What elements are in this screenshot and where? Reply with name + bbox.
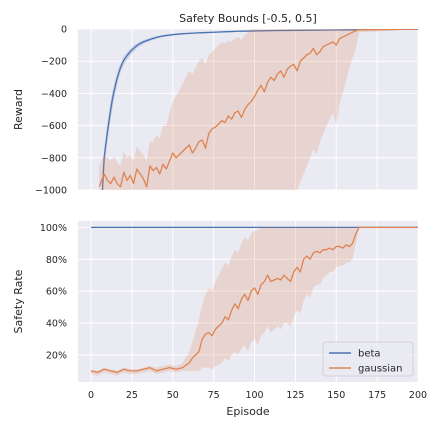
y-tick-label: 40% [46,319,67,330]
series-line-gaussian [90,226,418,374]
series-line-beta [101,29,418,190]
y-tick-label: −200 [41,57,67,68]
y-tick-label: 0 [61,25,67,36]
y-tick-label: 60% [46,287,67,298]
series-group [90,226,418,376]
y-tick-label: 80% [46,255,67,266]
y-tick-label: 100% [40,223,67,234]
x-axis-label: Episode [226,405,269,418]
x-tick-label: 0 [88,390,94,401]
y-axis-label: Reward [12,89,25,130]
y-tick-label: −400 [41,89,67,100]
x-tick-label: 125 [286,390,304,401]
x-tick-label: 175 [368,390,386,401]
legend-label-beta: beta [358,349,381,360]
band-gaussian [91,227,418,376]
x-tick-label: 100 [245,390,263,401]
x-tick-label: 50 [167,390,179,401]
band-gaussian [99,29,418,190]
y-tick-label: −600 [41,121,67,132]
x-tick-label: 25 [126,390,138,401]
y-tick-label: 20% [46,350,67,361]
x-tick-label: 200 [409,390,427,401]
x-tick-label: 75 [208,390,220,401]
x-tick-label: 150 [327,390,345,401]
chart-title: Safety Bounds [-0.5, 0.5] [179,12,317,25]
legend-label-gaussian: gaussian [358,364,402,375]
legend: beta gaussian [322,341,414,377]
panel-1: 20% 40% 60% 80% 100% 0 25 50 75 100 125 150 175 200 Sa… [12,221,427,418]
y-tick-label: −1000 [35,186,67,197]
plot-background [78,29,418,190]
y-axis-label: Safety Rate [12,269,25,333]
y-tick-label: −800 [41,153,67,164]
series-line-gaussian [98,29,418,188]
series-group [98,29,418,190]
panel-0: 0 −200 −400 −600 −800 −1000 Safety Bounds [-0.… [12,12,419,197]
